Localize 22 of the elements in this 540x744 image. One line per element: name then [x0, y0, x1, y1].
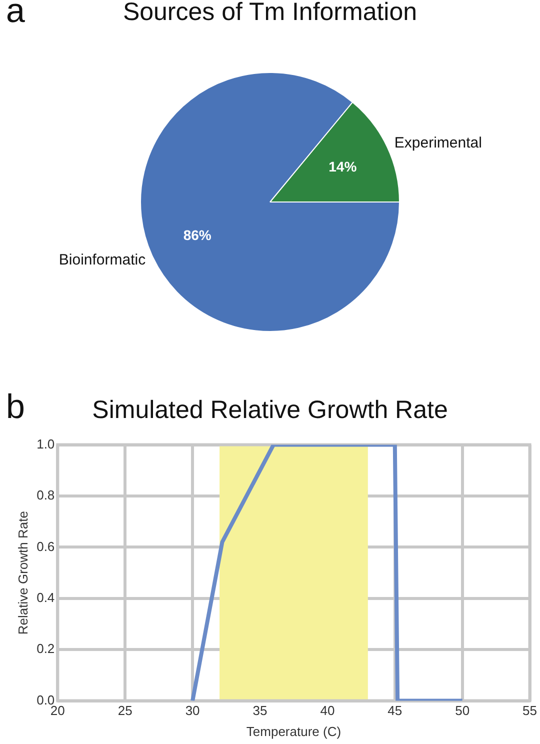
y-axis-title: Relative Growth Rate: [15, 511, 30, 635]
slice-label: Bioinformatic: [58, 252, 146, 269]
x-axis-title: Temperature (C): [246, 724, 342, 739]
x-tick-label: 55: [522, 703, 538, 718]
y-tick-label: 0.6: [36, 538, 55, 554]
data-label: 86%: [183, 227, 212, 244]
x-tick-label: 45: [388, 703, 402, 718]
slice-label: Experimental: [394, 134, 482, 152]
chart-title: Simulated Relative Growth Rate: [92, 396, 448, 424]
text: a: [6, 0, 25, 31]
y-tick-label: 1.0: [36, 436, 55, 452]
y-tick-label: 0.8: [36, 488, 55, 503]
text: b: [6, 388, 25, 427]
x-tick-label: 30: [185, 703, 200, 718]
y-tick-label: 0.4: [36, 590, 55, 605]
x-tick-label: 50: [455, 703, 470, 718]
x-tick-label: 25: [118, 703, 132, 718]
x-tick-label: 35: [252, 703, 268, 718]
y-tick-label: 0.2: [36, 641, 55, 656]
x-tick-label: 40: [320, 703, 335, 718]
chart-title: Sources of Tm Information: [122, 0, 418, 26]
data-label: 14%: [328, 158, 358, 175]
